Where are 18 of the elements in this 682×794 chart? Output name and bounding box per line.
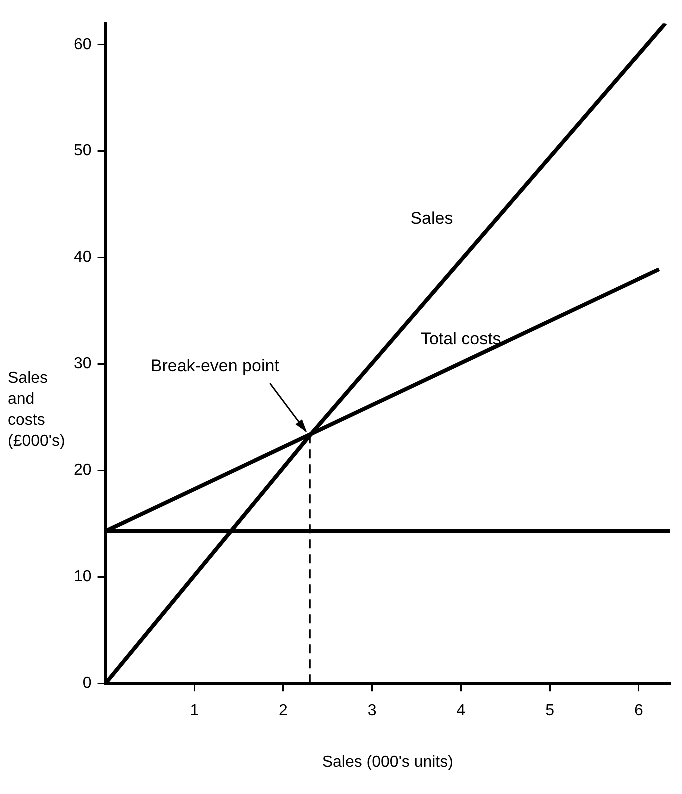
x-tick-label: 1 [190, 702, 200, 720]
y-tick-label: 60 [74, 36, 92, 54]
x-tick-label: 4 [456, 702, 466, 720]
y-tick-label: 0 [82, 675, 92, 692]
x-tick-label: 5 [546, 702, 555, 720]
series-label: Sales [410, 209, 454, 228]
y-tick-label: 30 [74, 356, 92, 373]
y-axis-title: Sales and costs (£000's) [8, 369, 66, 452]
annotation: Break-even point [150, 356, 280, 376]
x-tick-label: 6 [634, 702, 644, 720]
x-tick-label: 3 [368, 702, 377, 720]
x-tick-label: 2 [279, 702, 288, 720]
series-label: Total costs [420, 330, 502, 349]
x-axis-title: Sales (000's units) [322, 754, 454, 771]
y-tick-label: 10 [74, 568, 92, 586]
y-tick-label: 40 [74, 249, 92, 266]
y-tick-label: 50 [74, 142, 92, 160]
y-tick-label: 20 [74, 462, 92, 480]
